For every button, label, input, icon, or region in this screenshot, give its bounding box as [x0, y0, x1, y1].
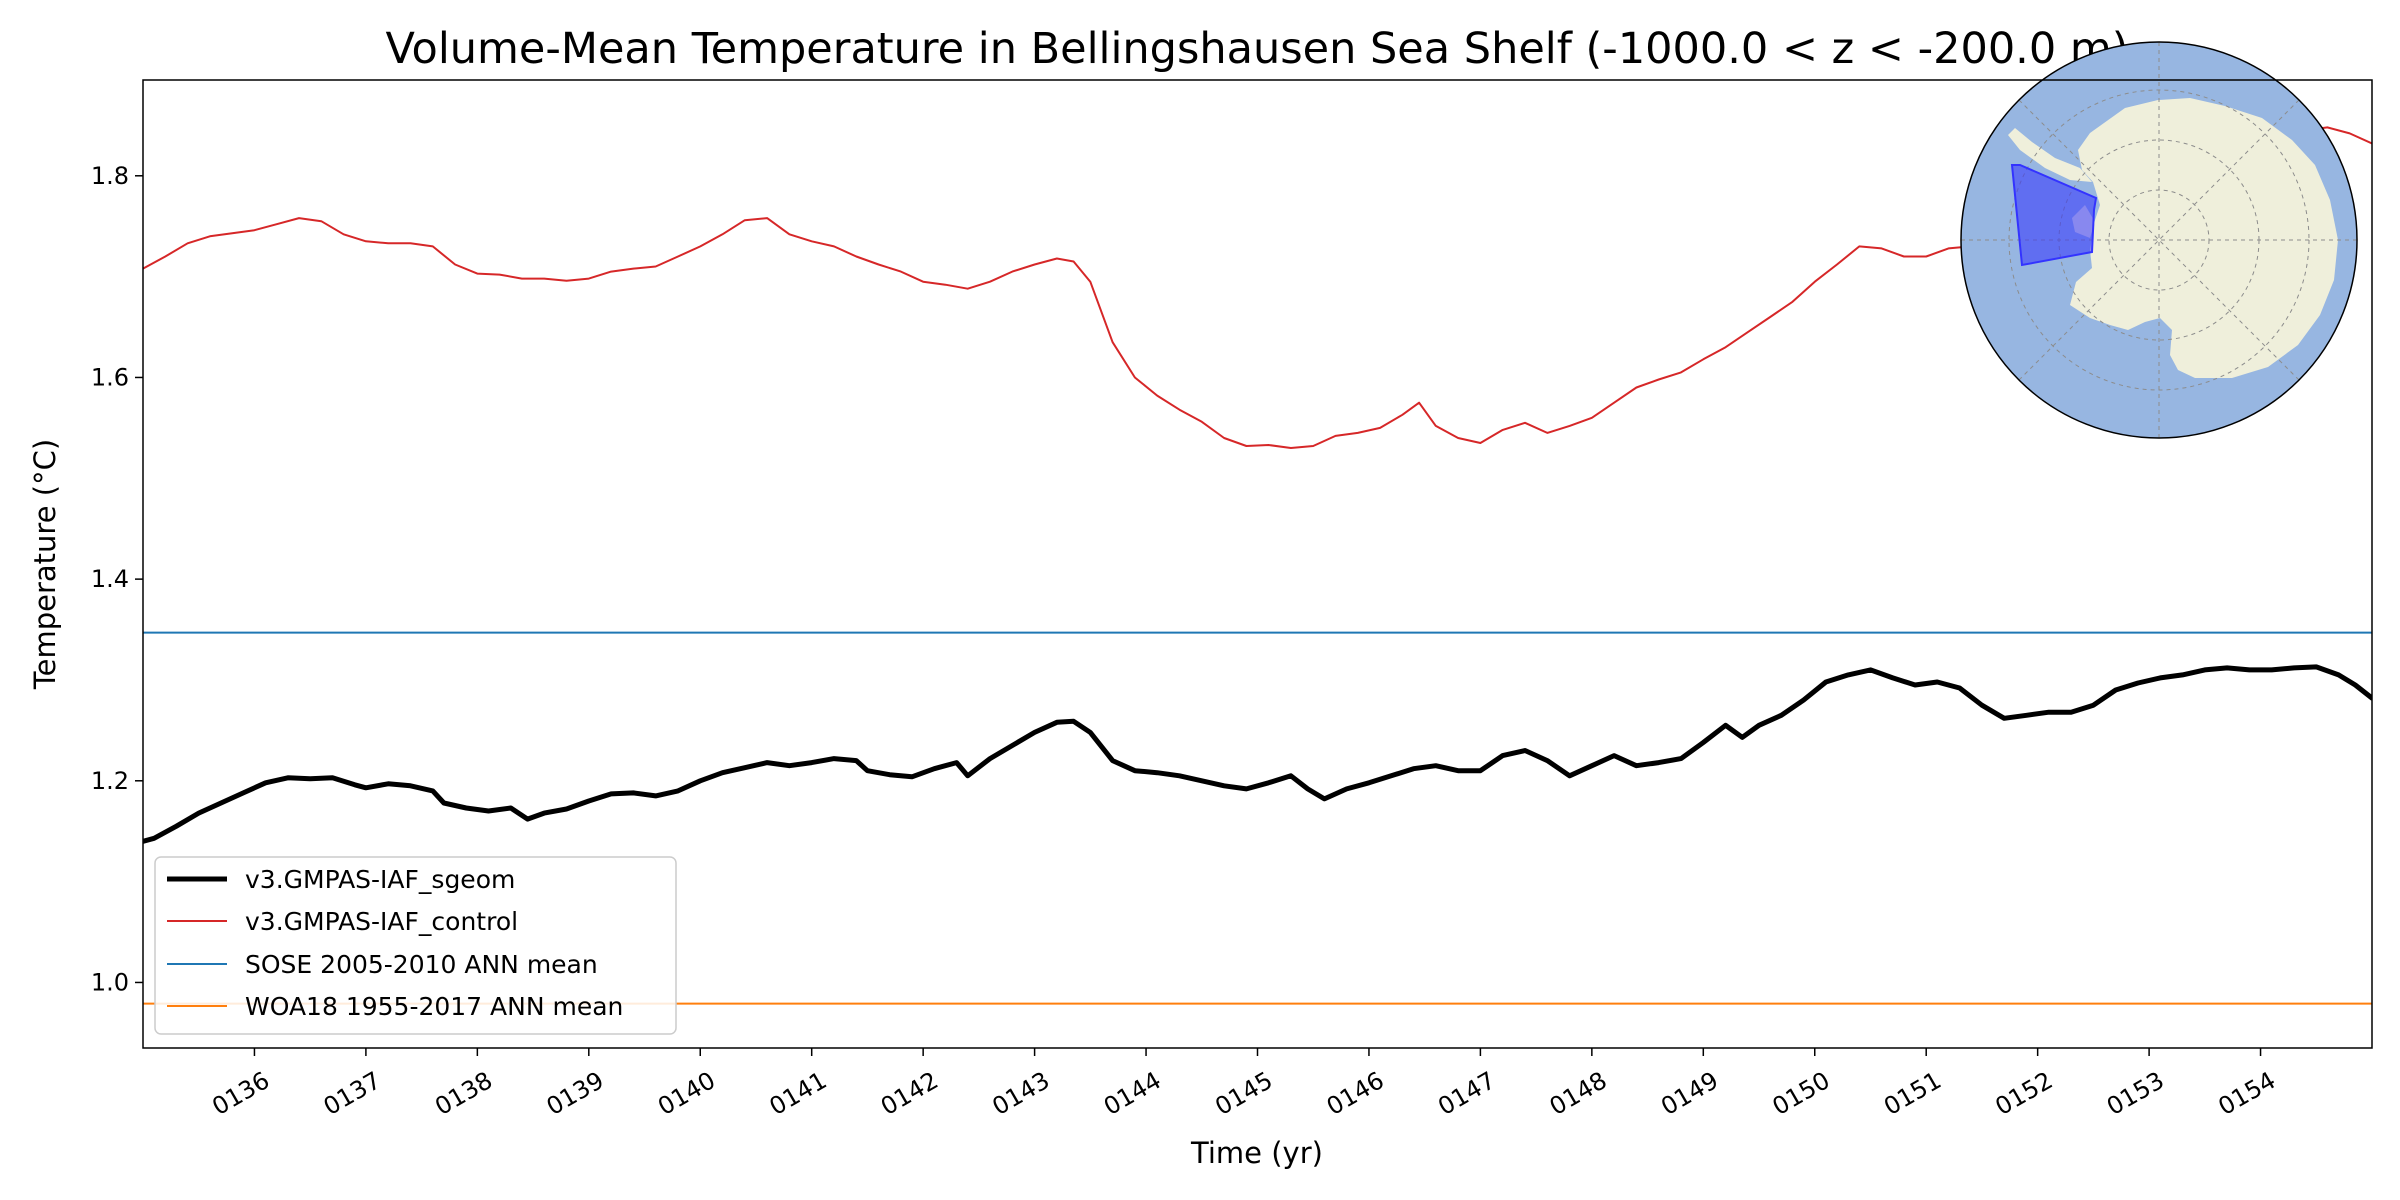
graticule: [2018, 99, 2300, 381]
legend-label-woa18: WOA18 1955-2017 ANN mean: [245, 992, 623, 1021]
x-tick-label: 0148: [1545, 1066, 1612, 1121]
legend-box: [154, 856, 677, 1035]
antarctica-landmass: [2070, 98, 2338, 378]
y-tick-label: 1.4: [91, 565, 129, 593]
legend: v3.GMPAS-IAF_sgeom v3.GMPAS-IAF_control …: [154, 856, 677, 1035]
antarctic-peninsula: [2008, 128, 2092, 182]
inset-polar-map: [1960, 41, 2358, 439]
x-tick-label: 0144: [1099, 1066, 1166, 1121]
x-tick-label: 0138: [430, 1066, 497, 1121]
x-axis: 0136 0137 0138 0139 0140 0141 0142 0143 0144 0145…: [207, 1048, 2280, 1121]
legend-label-sgeom: v3.GMPAS-IAF_sgeom: [245, 865, 515, 894]
x-tick-label: 0136: [207, 1066, 274, 1121]
series-v3-gmpas-iaf-sgeom: [143, 664, 2372, 844]
x-tick-label: 0143: [988, 1066, 1055, 1121]
x-tick-label: 0154: [2213, 1066, 2280, 1121]
x-tick-label: 0147: [1433, 1066, 1500, 1121]
x-tick-label: 0145: [1210, 1066, 1277, 1121]
graticule: [2018, 99, 2300, 381]
x-axis-label: Time (yr): [1190, 1136, 1323, 1170]
chart-title: Volume-Mean Temperature in Bellingshause…: [385, 24, 2128, 74]
x-tick-label: 0141: [765, 1066, 832, 1121]
globe-outline: [1960, 41, 2358, 439]
x-tick-label: 0137: [319, 1066, 386, 1121]
x-tick-label: 0142: [876, 1066, 943, 1121]
bellingshausen-region: [2010, 164, 2098, 267]
y-tick-label: 1.8: [91, 162, 129, 190]
x-tick-label: 0139: [542, 1066, 609, 1121]
y-axis: 1.0 1.2 1.4 1.6 1.8: [91, 162, 143, 996]
x-tick-label: 0150: [1768, 1066, 1835, 1121]
y-tick-label: 1.0: [91, 968, 129, 996]
y-axis-label: Temperature (°C): [28, 439, 62, 690]
legend-label-control: v3.GMPAS-IAF_control: [245, 907, 518, 936]
x-tick-label: 0152: [1991, 1066, 2058, 1121]
x-tick-label: 0146: [1322, 1066, 1389, 1121]
legend-label-sose: SOSE 2005-2010 ANN mean: [245, 950, 598, 979]
x-tick-label: 0140: [653, 1066, 720, 1121]
y-tick-label: 1.6: [91, 363, 129, 391]
x-tick-label: 0151: [1879, 1066, 1946, 1121]
y-tick-label: 1.2: [91, 767, 129, 795]
x-tick-label: 0153: [2102, 1066, 2169, 1121]
x-tick-label: 0149: [1656, 1066, 1723, 1121]
